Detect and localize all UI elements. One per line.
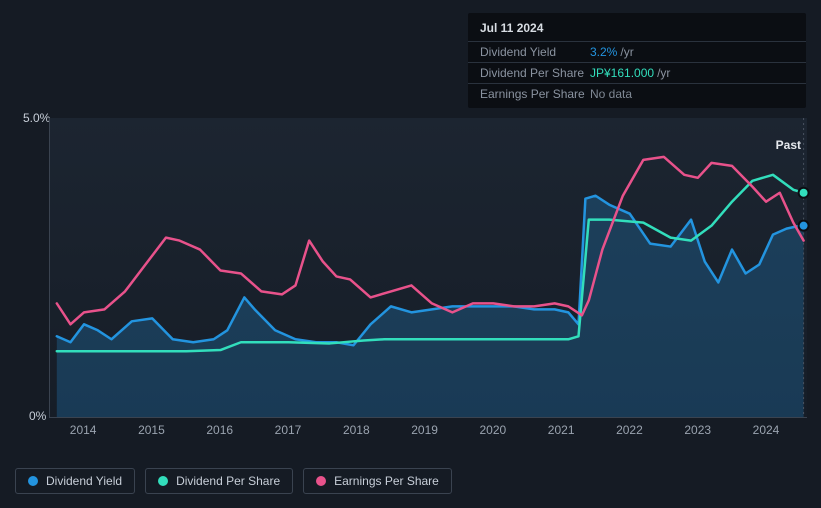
legend-dot-icon [316,476,326,486]
tooltip-date: Jul 11 2024 [468,21,806,42]
x-tick: 2019 [411,423,438,437]
legend-label: Dividend Yield [46,474,122,488]
x-tick: 2017 [275,423,302,437]
x-axis-ticks: 2014 2015 2016 2017 2018 2019 2020 2021 2022 2023… [49,423,807,443]
plot-region[interactable]: Past [49,118,807,418]
legend-item[interactable]: Dividend Yield [15,468,135,494]
y-tick-max: 5.0% [23,111,50,125]
series-end-dot [799,221,809,231]
series-end-dot [799,188,809,198]
x-tick: 2023 [684,423,711,437]
past-badge: Past [776,138,801,152]
x-tick: 2014 [70,423,97,437]
x-tick: 2018 [343,423,370,437]
legend: Dividend Yield Dividend Per Share Earnings… [15,468,452,494]
legend-item[interactable]: Dividend Per Share [145,468,293,494]
x-tick: 2016 [206,423,233,437]
legend-dot-icon [158,476,168,486]
tooltip-row: Dividend Per ShareJP¥161.000/yr [468,63,806,84]
x-tick: 2015 [138,423,165,437]
tooltip-row: Earnings Per ShareNo data [468,84,806,104]
legend-dot-icon [28,476,38,486]
x-tick: 2020 [480,423,507,437]
x-tick: 2021 [548,423,575,437]
tooltip-row-label: Dividend Yield [480,45,590,59]
tooltip-row-value: No data [590,87,632,101]
tooltip-row-label: Dividend Per Share [480,66,590,80]
legend-label: Dividend Per Share [176,474,280,488]
tooltip-row-label: Earnings Per Share [480,87,590,101]
chart-area: 5.0% 0% Past 2014 2015 2016 2017 2018 2019 202… [15,108,807,448]
series-fill [57,196,804,417]
tooltip-row-value: 3.2%/yr [590,45,634,59]
y-tick-min: 0% [29,409,46,423]
x-tick: 2024 [753,423,780,437]
legend-item[interactable]: Earnings Per Share [303,468,452,494]
tooltip-row: Dividend Yield3.2%/yr [468,42,806,63]
x-tick: 2022 [616,423,643,437]
tooltip-row-value: JP¥161.000/yr [590,66,670,80]
tooltip-panel: Jul 11 2024 Dividend Yield3.2%/yrDividen… [468,13,806,108]
legend-label: Earnings Per Share [334,474,439,488]
